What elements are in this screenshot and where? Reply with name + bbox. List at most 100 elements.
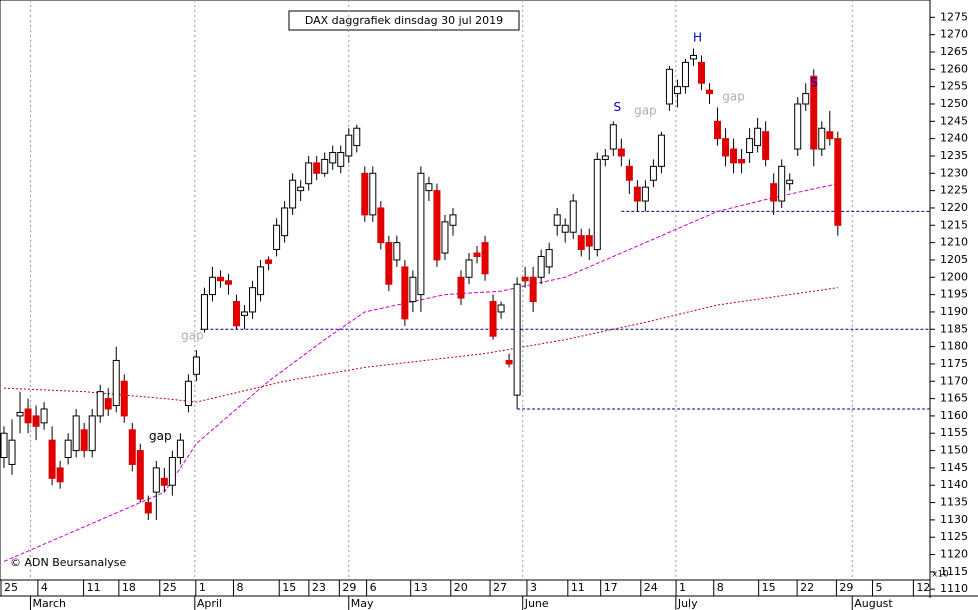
- candle-body: [449, 214, 457, 226]
- candle-body: [706, 89, 714, 95]
- candle-body: [473, 252, 481, 257]
- candle-body: [698, 61, 706, 84]
- y-tick-label: 1125: [940, 530, 968, 543]
- y-tick-label: 1185: [940, 322, 968, 335]
- annotation: gap: [149, 429, 172, 443]
- x-tick-label: 24: [644, 581, 658, 594]
- candle-body: [401, 266, 409, 320]
- candle-body: [305, 162, 313, 185]
- candle-body: [144, 502, 152, 514]
- x-tick-label: 25: [163, 581, 177, 594]
- candle-body: [184, 380, 192, 407]
- candle-body: [313, 162, 321, 174]
- candle-body: [393, 242, 401, 261]
- candle-body: [48, 439, 56, 479]
- y-tick-label: 1215: [940, 218, 968, 231]
- candle-body: [537, 255, 545, 278]
- candle-body: [281, 207, 289, 237]
- candle-body: [834, 138, 842, 226]
- candle-body: [754, 127, 762, 147]
- candle-body: [200, 294, 208, 330]
- candle-body: [505, 359, 513, 365]
- candle-body: [417, 172, 425, 296]
- candle-body: [585, 235, 593, 247]
- x-tick-label: 13: [414, 581, 428, 594]
- candle-body: [609, 124, 617, 150]
- candle-body: [545, 249, 553, 268]
- candle-body: [104, 398, 112, 410]
- candle-body: [425, 183, 433, 192]
- candle-body: [168, 457, 176, 486]
- candle-body: [433, 190, 441, 261]
- y-tick-label: 1250: [940, 97, 968, 110]
- candle-body: [521, 276, 529, 282]
- candle-body: [16, 411, 24, 417]
- candle-body: [88, 415, 96, 452]
- y-tick-label: 1110: [940, 582, 968, 595]
- y-tick-label: 1265: [940, 45, 968, 58]
- x-tick-label: 29: [839, 581, 853, 594]
- x-tick-label: 17: [604, 581, 618, 594]
- y-tick-label: 1240: [940, 132, 968, 145]
- x-tick-label: 3: [530, 581, 537, 594]
- candle-body: [353, 127, 361, 147]
- candle-body: [730, 148, 738, 164]
- x-tick-label: 22: [800, 581, 814, 594]
- y-tick-label: 1260: [940, 62, 968, 75]
- candle-body: [786, 179, 794, 185]
- candle-body: [826, 131, 834, 140]
- candle-body: [641, 186, 649, 202]
- y-tick-label: 1255: [940, 80, 968, 93]
- candle-body: [681, 61, 689, 88]
- candle-body: [778, 165, 786, 202]
- y-tick-label: 1190: [940, 305, 968, 318]
- y-tick-label: 1165: [940, 392, 968, 405]
- candle-body: [249, 287, 257, 313]
- candle-body: [40, 408, 48, 424]
- y-tick-label: 1245: [940, 114, 968, 127]
- y-tick-label: 1195: [940, 288, 968, 301]
- candle-body: [794, 103, 802, 150]
- candle-body: [216, 276, 224, 282]
- candle-body: [8, 439, 16, 465]
- y-tick-label: 1170: [940, 374, 968, 387]
- y-tick-label: 1115: [940, 565, 968, 578]
- candle-body: [497, 304, 505, 313]
- candle-body: [673, 86, 681, 95]
- y-tick-label: 1130: [940, 513, 968, 526]
- y-tick-label: 1150: [940, 444, 968, 457]
- x-tick-label: 29: [342, 581, 356, 594]
- candle-body: [818, 127, 826, 150]
- x-tick-label: 15: [282, 581, 296, 594]
- candle-body: [0, 432, 8, 459]
- x-tick-label: 8: [237, 581, 244, 594]
- candle-body: [136, 450, 144, 500]
- y-tick-label: 1160: [940, 409, 968, 422]
- candle-body: [513, 283, 521, 396]
- candle-body: [617, 148, 625, 157]
- candle-body: [96, 391, 104, 417]
- y-tick-label: 1175: [940, 357, 968, 370]
- x-tick-label: 25: [4, 581, 18, 594]
- candle-body: [297, 186, 305, 192]
- chart-title: DAX daggrafiek dinsdag 30 jul 2019: [305, 14, 503, 27]
- candle-body: [208, 276, 216, 296]
- candle-body: [577, 235, 585, 251]
- x-tick-label: 5: [875, 581, 882, 594]
- candle-body: [24, 408, 32, 424]
- y-tick-label: 1180: [940, 340, 968, 353]
- x-tick-label: 23: [312, 581, 326, 594]
- candle-body: [120, 380, 128, 417]
- month-label: June: [524, 597, 549, 610]
- y-tick-label: 1235: [940, 149, 968, 162]
- candle-body: [265, 259, 273, 264]
- month-label: July: [677, 597, 698, 610]
- scale-label: x10: [932, 570, 949, 580]
- moving-average: [3, 183, 838, 562]
- candle-body: [257, 266, 265, 296]
- month-label: March: [32, 597, 66, 610]
- x-tick-label: 11: [571, 581, 585, 594]
- candle-body: [465, 259, 473, 278]
- candle-body: [762, 131, 770, 160]
- candle-body: [569, 200, 577, 233]
